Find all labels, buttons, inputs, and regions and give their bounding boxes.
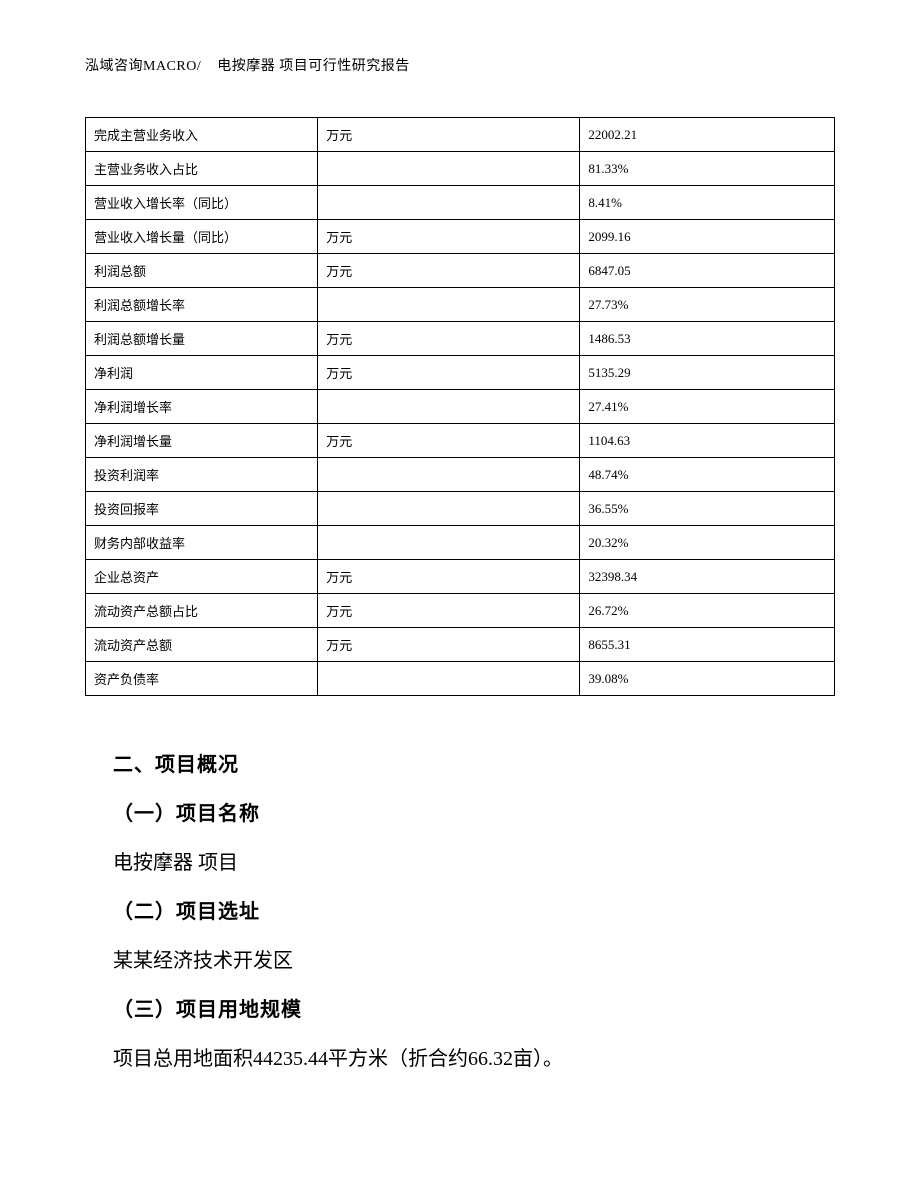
- cell-value: 8.41%: [580, 186, 835, 220]
- cell-label: 财务内部收益率: [86, 526, 318, 560]
- cell-value: 5135.29: [580, 356, 835, 390]
- cell-unit: 万元: [318, 118, 580, 152]
- cell-unit: 万元: [318, 220, 580, 254]
- cell-unit: [318, 390, 580, 424]
- cell-label: 净利润增长量: [86, 424, 318, 458]
- cell-label: 投资回报率: [86, 492, 318, 526]
- financial-table: 完成主营业务收入万元22002.21 主营业务收入占比81.33% 营业收入增长…: [85, 117, 835, 696]
- table-row: 利润总额万元6847.05: [86, 254, 835, 288]
- subsection-heading-3: （三）项目用地规模: [113, 986, 807, 1035]
- project-location-text: 某某经济技术开发区: [113, 937, 807, 986]
- cell-unit: 万元: [318, 254, 580, 288]
- table-row: 投资回报率 36.55%: [86, 492, 835, 526]
- table-row: 利润总额增长量万元1486.53: [86, 322, 835, 356]
- table-row: 财务内部收益率 20.32%: [86, 526, 835, 560]
- cell-value: 6847.05: [580, 254, 835, 288]
- cell-unit: [318, 458, 580, 492]
- cell-value: 1486.53: [580, 322, 835, 356]
- cell-unit: [318, 492, 580, 526]
- cell-label: 企业总资产: [86, 560, 318, 594]
- cell-label: 营业收入增长率（同比）: [86, 186, 318, 220]
- cell-value: 8655.31: [580, 628, 835, 662]
- cell-label: 利润总额增长量: [86, 322, 318, 356]
- cell-label: 主营业务收入占比: [86, 152, 318, 186]
- table-row: 净利润万元5135.29: [86, 356, 835, 390]
- cell-value: 2099.16: [580, 220, 835, 254]
- cell-unit: 万元: [318, 628, 580, 662]
- table-row: 净利润增长率 27.41%: [86, 390, 835, 424]
- cell-value: 20.32%: [580, 526, 835, 560]
- cell-label: 净利润: [86, 356, 318, 390]
- cell-value: 22002.21: [580, 118, 835, 152]
- table-row: 投资利润率 48.74%: [86, 458, 835, 492]
- table-row: 流动资产总额占比万元26.72%: [86, 594, 835, 628]
- cell-label: 流动资产总额占比: [86, 594, 318, 628]
- header-org: 泓域咨询MACRO/: [85, 59, 201, 74]
- cell-value: 27.73%: [580, 288, 835, 322]
- cell-unit: [318, 152, 580, 186]
- cell-value: 27.41%: [580, 390, 835, 424]
- cell-unit: 万元: [318, 322, 580, 356]
- cell-label: 净利润增长率: [86, 390, 318, 424]
- cell-value: 39.08%: [580, 662, 835, 696]
- cell-value: 32398.34: [580, 560, 835, 594]
- table-row: 主营业务收入占比 81.33%: [86, 152, 835, 186]
- subsection-heading-1: （一）项目名称: [113, 790, 807, 839]
- cell-value: 26.72%: [580, 594, 835, 628]
- table-row: 企业总资产万元32398.34: [86, 560, 835, 594]
- cell-unit: [318, 526, 580, 560]
- table-row: 营业收入增长量（同比）万元2099.16: [86, 220, 835, 254]
- cell-label: 投资利润率: [86, 458, 318, 492]
- document-body: 二、项目概况 （一）项目名称 电按摩器 项目 （二）项目选址 某某经济技术开发区…: [85, 741, 835, 1084]
- table-row: 营业收入增长率（同比） 8.41%: [86, 186, 835, 220]
- subsection-heading-2: （二）项目选址: [113, 888, 807, 937]
- table-row: 流动资产总额万元8655.31: [86, 628, 835, 662]
- header-title: 电按摩器 项目可行性研究报告: [217, 59, 410, 74]
- document-page: 泓域咨询MACRO/ 电按摩器 项目可行性研究报告 完成主营业务收入万元2200…: [0, 0, 920, 1191]
- cell-unit: 万元: [318, 424, 580, 458]
- cell-value: 36.55%: [580, 492, 835, 526]
- table-row: 利润总额增长率 27.73%: [86, 288, 835, 322]
- cell-unit: [318, 662, 580, 696]
- cell-unit: [318, 186, 580, 220]
- cell-value: 81.33%: [580, 152, 835, 186]
- cell-label: 完成主营业务收入: [86, 118, 318, 152]
- cell-value: 48.74%: [580, 458, 835, 492]
- cell-unit: 万元: [318, 356, 580, 390]
- cell-label: 资产负债率: [86, 662, 318, 696]
- section-heading-2: 二、项目概况: [113, 741, 807, 790]
- cell-unit: 万元: [318, 594, 580, 628]
- table-row: 资产负债率 39.08%: [86, 662, 835, 696]
- project-name-text: 电按摩器 项目: [113, 839, 807, 888]
- cell-label: 营业收入增长量（同比）: [86, 220, 318, 254]
- cell-label: 流动资产总额: [86, 628, 318, 662]
- cell-unit: 万元: [318, 560, 580, 594]
- page-header: 泓域咨询MACRO/ 电按摩器 项目可行性研究报告: [85, 55, 835, 75]
- cell-value: 1104.63: [580, 424, 835, 458]
- cell-label: 利润总额: [86, 254, 318, 288]
- table-row: 完成主营业务收入万元22002.21: [86, 118, 835, 152]
- cell-label: 利润总额增长率: [86, 288, 318, 322]
- table-row: 净利润增长量万元1104.63: [86, 424, 835, 458]
- project-land-text: 项目总用地面积44235.44平方米（折合约66.32亩）。: [113, 1035, 807, 1084]
- cell-unit: [318, 288, 580, 322]
